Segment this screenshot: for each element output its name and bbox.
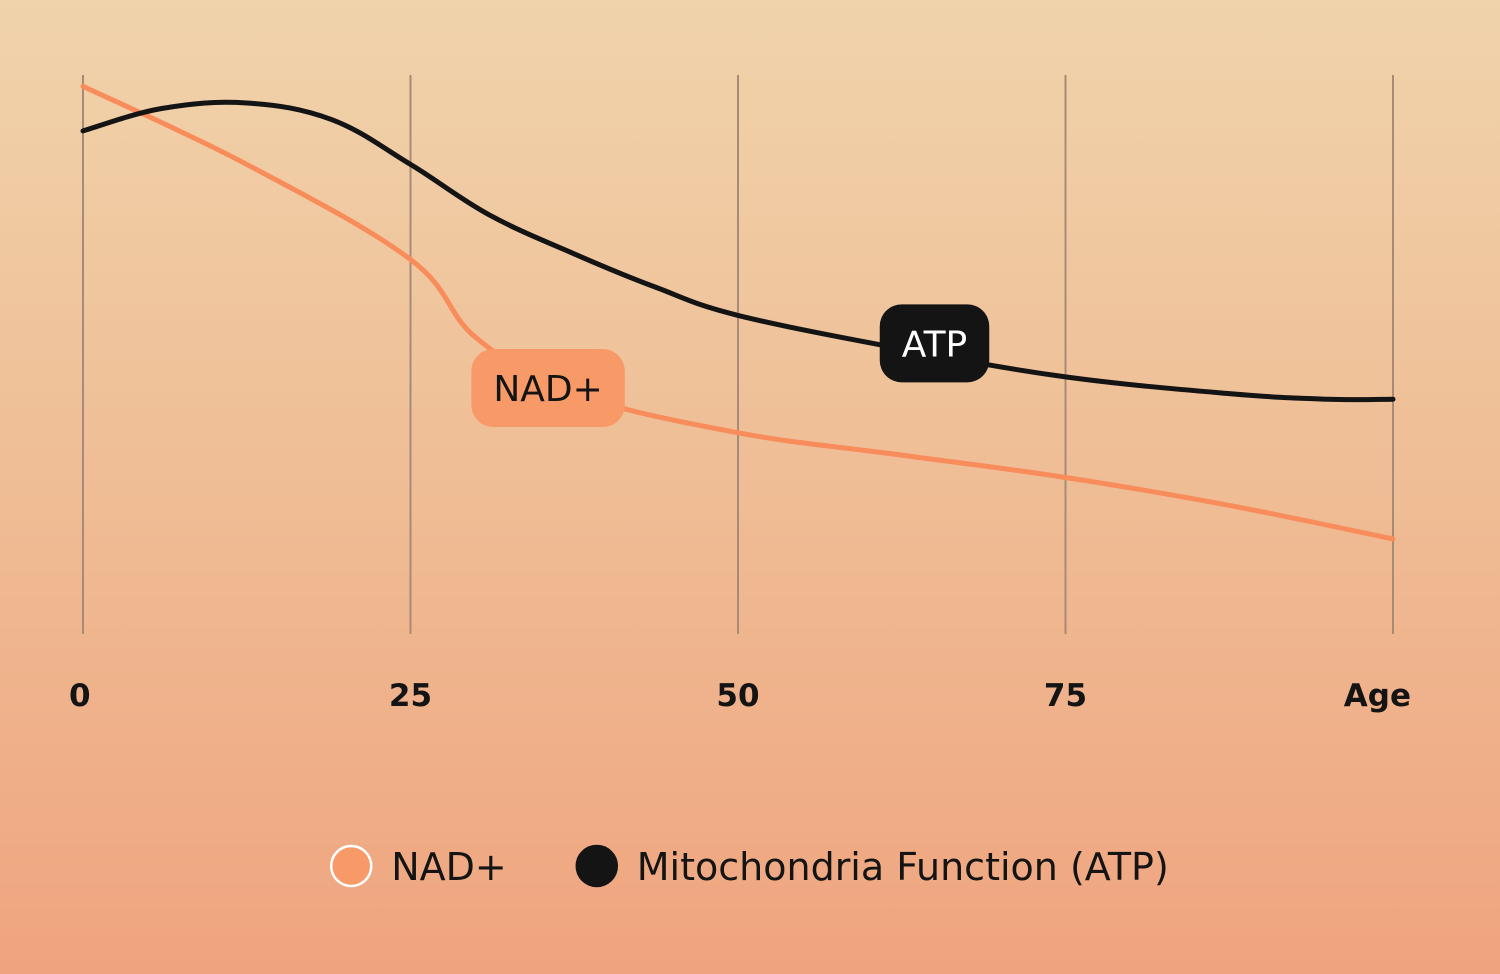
series-line-mitochondria-function-atp [80,99,1396,403]
callout-nad: NAD+ [471,349,625,428]
x-tick-label-0: 0 [69,678,91,714]
legend-label-mitochondria-function-atp: Mitochondria Function (ATP) [637,845,1169,889]
x-tick-label-75: 75 [1044,678,1087,714]
legend-item-nad: NAD+ [329,844,507,889]
callout-atp-box [879,304,990,383]
legend-marker-nad [329,844,373,888]
legend-marker-mitochondria-function-atp [575,844,619,888]
legend: NAD+ Mitochondria Function (ATP) [329,844,1169,889]
gridlines [82,75,1394,634]
x-tick-label-25: 25 [389,678,432,714]
x-tick-label-50: 50 [716,678,759,714]
callout-atp: ATP [879,304,990,383]
x-tick-label-age: Age [1344,678,1411,714]
legend-item-mitochondria-function-atp: Mitochondria Function (ATP) [575,844,1169,889]
series-line-nad [80,83,1396,542]
legend-label-nad: NAD+ [391,845,507,889]
x-axis-tick-labels: 0 25 50 75 Age [69,678,1411,714]
callout-atp-label: ATP [902,324,968,365]
series-callouts: NAD+ ATP [471,304,990,428]
series-lines [80,83,1396,542]
callout-nad-label: NAD+ [493,369,602,410]
callout-nad-box [471,349,625,428]
